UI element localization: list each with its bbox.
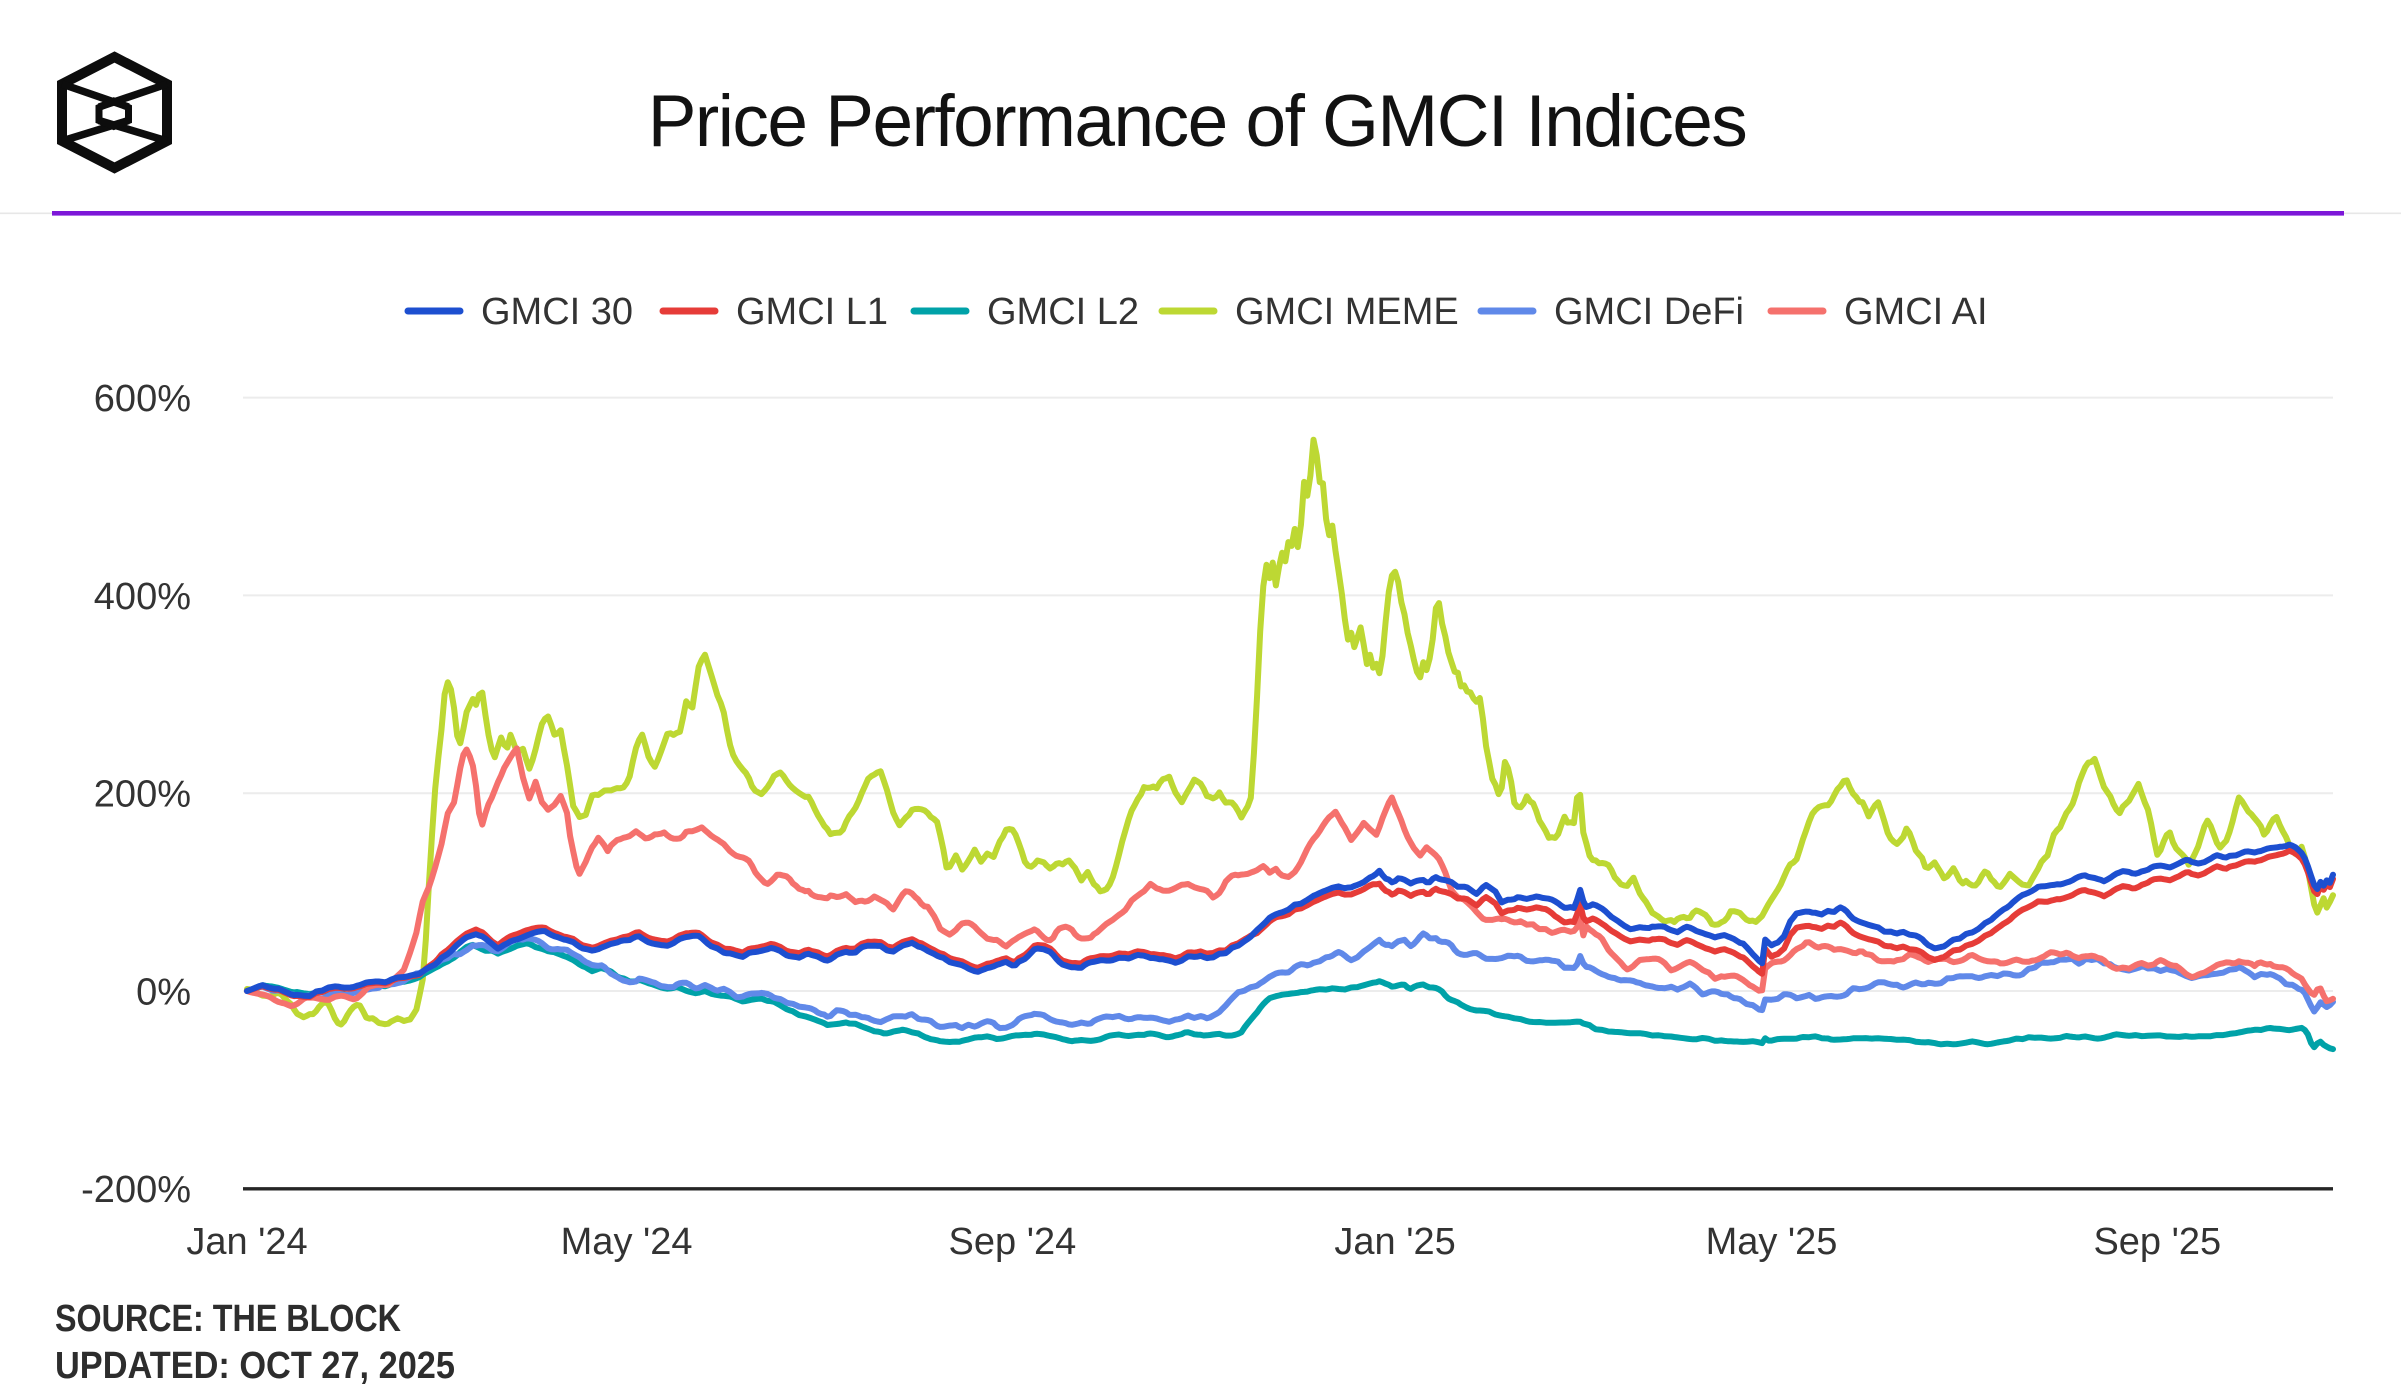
svg-text:600%: 600% <box>94 378 191 420</box>
svg-text:Price Performance of GMCI Indi: Price Performance of GMCI Indices <box>648 81 1747 162</box>
svg-text:GMCI 30: GMCI 30 <box>481 291 633 333</box>
svg-text:SOURCE: THE BLOCK: SOURCE: THE BLOCK <box>55 1298 401 1340</box>
svg-text:Jan '24: Jan '24 <box>186 1221 307 1263</box>
svg-text:400%: 400% <box>94 576 191 618</box>
svg-text:200%: 200% <box>94 774 191 816</box>
svg-text:Sep '24: Sep '24 <box>949 1221 1077 1263</box>
svg-text:May '24: May '24 <box>561 1221 693 1263</box>
svg-text:Sep '25: Sep '25 <box>2093 1221 2221 1263</box>
svg-text:UPDATED: OCT 27, 2025: UPDATED: OCT 27, 2025 <box>55 1345 455 1387</box>
svg-text:Jan '25: Jan '25 <box>1334 1221 1455 1263</box>
svg-text:GMCI L2: GMCI L2 <box>987 291 1139 333</box>
svg-text:-200%: -200% <box>81 1169 191 1211</box>
svg-text:GMCI DeFi: GMCI DeFi <box>1554 291 1744 333</box>
svg-text:May '25: May '25 <box>1706 1221 1838 1263</box>
svg-text:0%: 0% <box>136 971 191 1013</box>
svg-text:GMCI MEME: GMCI MEME <box>1235 291 1459 333</box>
svg-text:GMCI L1: GMCI L1 <box>736 291 888 333</box>
svg-text:GMCI AI: GMCI AI <box>1844 291 1988 333</box>
